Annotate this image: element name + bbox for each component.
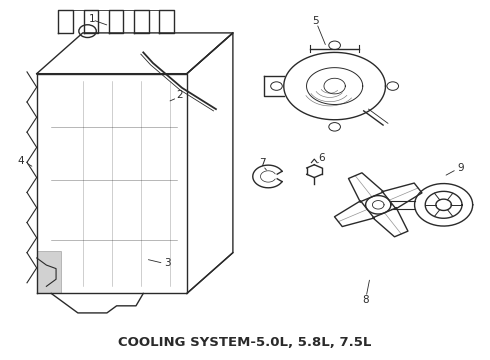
Text: 9: 9 — [457, 163, 464, 172]
Text: 2: 2 — [176, 90, 183, 100]
Text: 4: 4 — [18, 156, 24, 166]
Text: COOLING SYSTEM-5.0L, 5.8L, 7.5L: COOLING SYSTEM-5.0L, 5.8L, 7.5L — [118, 336, 372, 349]
Text: 1: 1 — [89, 14, 96, 24]
Text: 5: 5 — [312, 15, 318, 26]
Text: 3: 3 — [164, 258, 171, 268]
Text: 7: 7 — [259, 158, 265, 168]
Text: 8: 8 — [362, 295, 368, 305]
Text: 6: 6 — [318, 153, 325, 163]
Polygon shape — [37, 251, 61, 293]
